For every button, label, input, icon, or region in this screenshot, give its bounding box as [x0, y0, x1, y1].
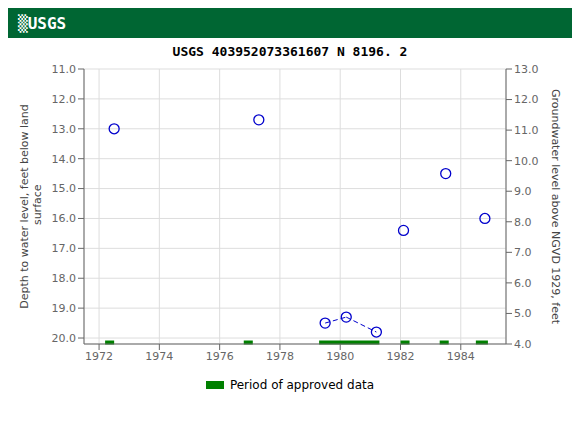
- svg-text:1978: 1978: [266, 350, 294, 363]
- svg-text:18.0: 18.0: [52, 272, 77, 285]
- svg-text:1976: 1976: [206, 350, 234, 363]
- svg-text:5.0: 5.0: [514, 307, 532, 320]
- html-text:▒USGS: ▒USGS: [18, 13, 67, 33]
- svg-text:1980: 1980: [326, 350, 354, 363]
- svg-text:11.0: 11.0: [514, 124, 539, 137]
- svg-text:12.0: 12.0: [52, 93, 77, 106]
- svg-text:13.0: 13.0: [52, 123, 77, 136]
- svg-text:1972: 1972: [85, 350, 113, 363]
- html-text:Period of approved data: Period of approved data: [229, 378, 375, 392]
- svg-text:13.0: 13.0: [514, 63, 539, 76]
- svg-text:Depth to water level, feet bel: Depth to water level, feet below land su…: [18, 104, 44, 309]
- svg-text:11.0: 11.0: [52, 63, 77, 76]
- svg-text:4.0: 4.0: [514, 338, 532, 351]
- svg-text:7.0: 7.0: [514, 246, 532, 259]
- svg-text:10.0: 10.0: [514, 155, 539, 168]
- svg-text:9.0: 9.0: [514, 185, 532, 198]
- svg-text:6.0: 6.0: [514, 277, 532, 290]
- svg-text:16.0: 16.0: [52, 212, 77, 225]
- html-text:USGS 403952073361607 N 8196. 2: USGS 403952073361607 N 8196. 2: [172, 44, 408, 59]
- svg-text:1974: 1974: [145, 350, 173, 363]
- svg-text:12.0: 12.0: [514, 93, 539, 106]
- svg-text:19.0: 19.0: [52, 302, 77, 315]
- svg-text:17.0: 17.0: [52, 242, 77, 255]
- svg-text:Groundwater level above NGVD 1: Groundwater level above NGVD 1929, feet: [549, 89, 562, 325]
- svg-text:1984: 1984: [447, 350, 475, 363]
- svg-text:14.0: 14.0: [52, 153, 77, 166]
- svg-text:20.0: 20.0: [52, 332, 77, 345]
- svg-text:15.0: 15.0: [52, 182, 77, 195]
- svg-text:1982: 1982: [387, 350, 415, 363]
- svg-text:8.0: 8.0: [514, 216, 532, 229]
